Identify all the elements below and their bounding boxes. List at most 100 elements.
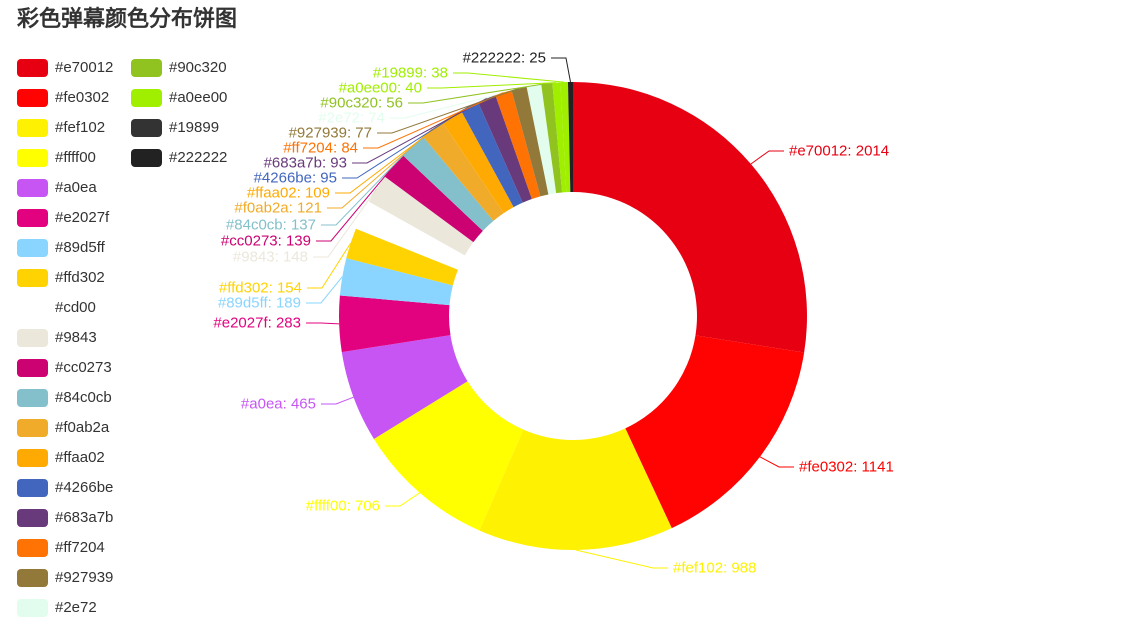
- pie-slice[interactable]: [495, 90, 541, 200]
- slice-label: #19899: 38: [373, 65, 448, 82]
- legend-item[interactable]: #e2027f: [17, 208, 109, 228]
- pie-slice[interactable]: [625, 335, 805, 529]
- slice-label: #90c320: 56: [320, 95, 403, 112]
- legend-item[interactable]: #cc0273: [17, 358, 112, 378]
- label-lines: [306, 57, 794, 569]
- label-line: [342, 105, 470, 179]
- legend-item[interactable]: #19899: [131, 118, 219, 138]
- legend-item[interactable]: #cd00: [17, 298, 96, 318]
- slice-label: #89d5ff: 189: [218, 295, 301, 312]
- legend-item[interactable]: #ffd302: [17, 268, 105, 288]
- legend-item[interactable]: #927939: [17, 568, 113, 588]
- label-line: [408, 82, 547, 104]
- slice-label: #ff7204: 84: [283, 140, 358, 157]
- slice-label: #ffd302: 154: [219, 280, 302, 297]
- legend-item[interactable]: #ffaa02: [17, 448, 105, 468]
- legend-label: #927939: [55, 569, 114, 586]
- slice-label: #683a7b: 93: [264, 155, 347, 172]
- legend-item[interactable]: #9843: [17, 328, 97, 348]
- legend: #e70012 #fe0302 #fef102 #ffff00 #a0ea #e2027f…: [0, 0, 227, 617]
- pie-slice[interactable]: [338, 295, 451, 353]
- legend-item[interactable]: #fef102: [17, 118, 105, 138]
- legend-item[interactable]: #2e72: [17, 598, 97, 618]
- pie-slices: [338, 81, 808, 551]
- legend-swatch: [17, 59, 48, 77]
- pie-slice[interactable]: [442, 110, 514, 214]
- pie-slice[interactable]: [368, 176, 474, 256]
- pie-slice[interactable]: [567, 81, 573, 193]
- legend-swatch: [17, 509, 48, 527]
- legend-label: #ffd302: [55, 269, 105, 286]
- label-line: [335, 115, 452, 194]
- pie-slice[interactable]: [422, 121, 504, 221]
- pie-slice[interactable]: [511, 86, 549, 197]
- slice-label: #e70012: 2014: [789, 143, 889, 160]
- pie-slice[interactable]: [479, 428, 672, 551]
- legend-swatch: [131, 89, 162, 107]
- legend-item[interactable]: #f0ab2a: [17, 418, 109, 438]
- label-line: [313, 188, 377, 258]
- legend-label: #9843: [55, 329, 97, 346]
- legend-label: #ffaa02: [55, 449, 105, 466]
- legend-label: #cd00: [55, 299, 96, 316]
- slice-label: #fef102: 988: [673, 560, 756, 577]
- pie-slice[interactable]: [560, 82, 571, 193]
- pie-slice[interactable]: [339, 258, 453, 306]
- legend-item[interactable]: #84c0cb: [17, 388, 112, 408]
- legend-label: #19899: [169, 119, 220, 136]
- slice-label: #927939: 77: [289, 125, 372, 142]
- label-line: [316, 165, 395, 242]
- legend-item[interactable]: #222222: [131, 148, 227, 168]
- legend-label: #a0ee00: [169, 89, 228, 106]
- pie-slice[interactable]: [478, 95, 532, 203]
- legend-item[interactable]: #89d5ff: [17, 238, 105, 258]
- legend-item[interactable]: #ffff00: [17, 148, 96, 168]
- legend-swatch: [131, 149, 162, 167]
- legend-swatch: [17, 179, 48, 197]
- slice-label: #84c0cb: 137: [226, 217, 316, 234]
- label-line: [363, 92, 504, 149]
- pie-slice[interactable]: [384, 155, 483, 243]
- legend-swatch: [17, 389, 48, 407]
- legend-label: #cc0273: [55, 359, 112, 376]
- label-line: [307, 243, 352, 289]
- legend-item[interactable]: #ff7204: [17, 538, 105, 558]
- slice-label: #f0ab2a: 121: [234, 200, 322, 217]
- label-line: [306, 276, 343, 304]
- legend-item[interactable]: #a0ee00: [131, 88, 227, 108]
- legend-item[interactable]: #90c320: [131, 58, 227, 78]
- legend-item[interactable]: #a0ea: [17, 178, 97, 198]
- legend-swatch: [17, 119, 48, 137]
- legend-label: #683a7b: [55, 509, 114, 526]
- pie-slice[interactable]: [573, 82, 808, 353]
- pie-slice[interactable]: [373, 381, 524, 531]
- label-line: [453, 72, 565, 83]
- pie-slice[interactable]: [541, 82, 563, 194]
- legend-swatch: [17, 539, 48, 557]
- legend-label: #e2027f: [55, 209, 110, 226]
- label-line: [327, 128, 433, 209]
- legend-item[interactable]: #fe0302: [17, 88, 109, 108]
- legend-swatch: [17, 419, 48, 437]
- legend-label: #a0ea: [55, 179, 97, 196]
- pie-slice[interactable]: [460, 102, 523, 208]
- chart-title: 彩色弹幕颜色分布饼图: [17, 7, 238, 32]
- pie-slice[interactable]: [552, 82, 567, 193]
- legend-item[interactable]: #683a7b: [17, 508, 113, 528]
- pie-slice[interactable]: [526, 84, 557, 195]
- pie-slice[interactable]: [346, 228, 458, 286]
- legend-item[interactable]: #e70012: [17, 58, 113, 78]
- slice-label: #a0ee00: 40: [339, 80, 422, 97]
- slice-label: #fe0302: 1141: [799, 459, 894, 476]
- slice-label: #4266be: 95: [254, 170, 337, 187]
- pie-slice[interactable]: [341, 335, 468, 440]
- label-line: [390, 84, 534, 119]
- slice-label: #cd00: 150: [231, 264, 305, 281]
- pie-slice[interactable]: [402, 136, 494, 231]
- slice-label: #9843: 148: [233, 249, 308, 266]
- label-line: [377, 87, 520, 134]
- slice-label: #cc0273: 139: [221, 233, 311, 250]
- legend-item[interactable]: #4266be: [17, 478, 113, 498]
- legend-label: #e70012: [55, 59, 114, 76]
- label-line: [575, 549, 668, 569]
